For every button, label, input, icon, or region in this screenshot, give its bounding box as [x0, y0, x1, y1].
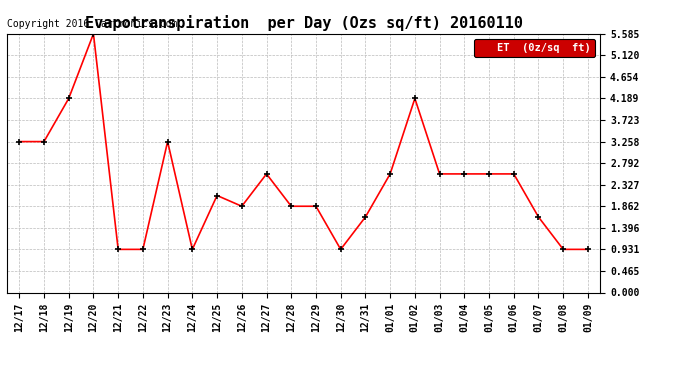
Legend: ET  (0z/sq  ft): ET (0z/sq ft)	[474, 39, 595, 57]
Title: Evapotranspiration  per Day (Ozs sq/ft) 20160110: Evapotranspiration per Day (Ozs sq/ft) 2…	[85, 15, 522, 31]
Text: Copyright 2016 Cartronics.com: Copyright 2016 Cartronics.com	[7, 19, 177, 28]
